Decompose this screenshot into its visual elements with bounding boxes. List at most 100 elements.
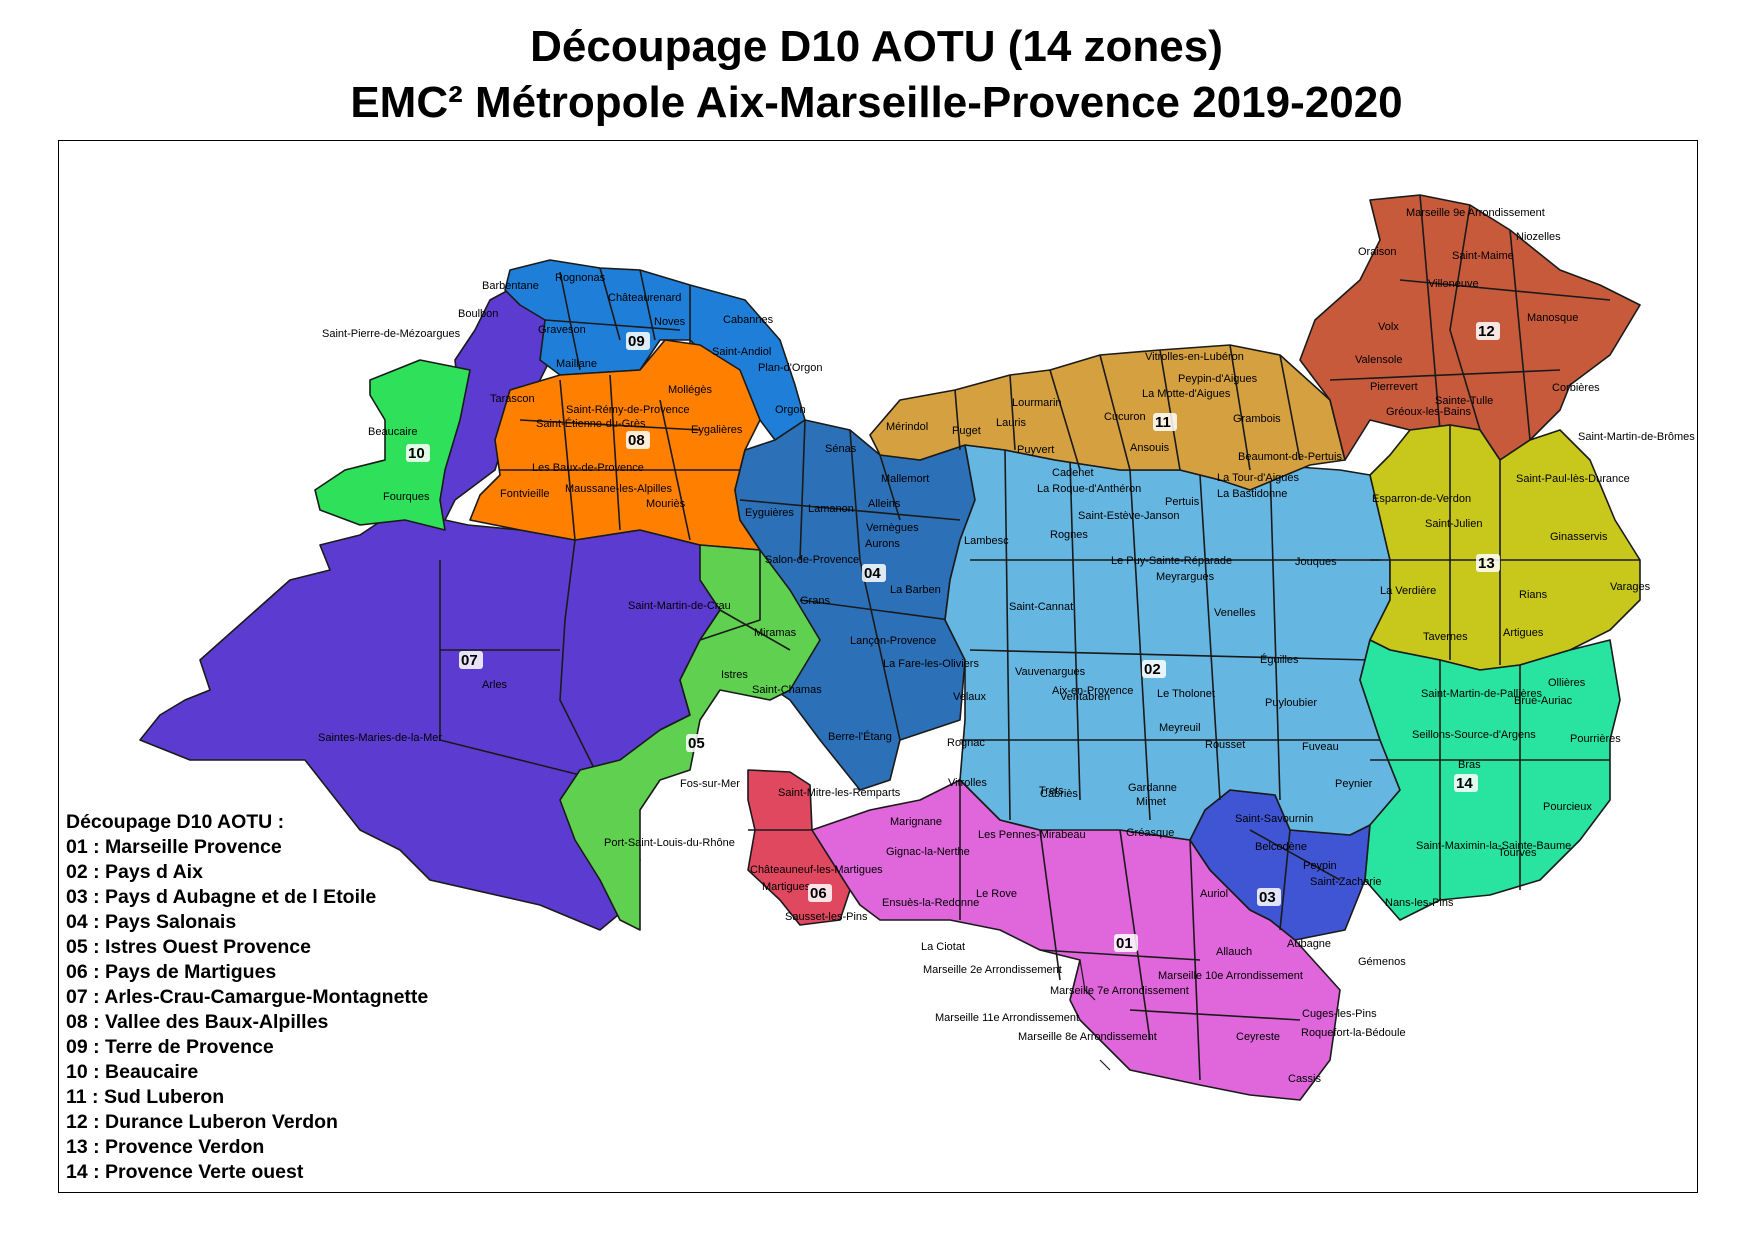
zone-badge-bg [1476,322,1500,340]
place-label: Sausset-les-Pins [785,911,868,923]
place-label: Saint-Martin-de-Brômes [1578,431,1695,443]
zone-badge-bg [1142,660,1166,678]
place-label: Fontvieille [500,488,550,500]
place-label: Vauvenargues [1015,666,1086,678]
place-label: Saint-Julien [1425,518,1482,530]
place-label: Pierrevert [1370,381,1418,393]
place-label: Peypin-d'Aigues [1178,373,1258,385]
legend-item: 04 : Pays Salonais [66,911,237,933]
place-label: Saint-Savournin [1235,813,1313,825]
zone-12[interactable] [1299,194,1641,461]
zone-10[interactable] [314,359,471,531]
place-label: Saint-Pierre-de-Mézoargues [322,328,461,340]
place-label: Marseille 11e Arrondissement [935,1012,1079,1024]
legend-item: 13 : Provence Verdon [66,1136,265,1158]
place-label: Tavernes [1423,631,1468,643]
place-label: Salon-de-Provence [765,554,859,566]
place-label: Saint-Cannat [1009,601,1073,613]
place-label: Roquefort-la-Bédoule [1301,1027,1406,1039]
place-label: Lamanon [808,503,854,515]
place-label: Martigues [762,881,811,893]
place-label: Mallemort [881,473,929,485]
place-label: Pourrières [1570,733,1621,745]
place-label: Gignac-la-Nerthe [886,846,970,858]
place-label: Saint-Rémy-de-Provence [566,404,690,416]
place-label: Allauch [1216,946,1252,958]
zone-number-10: 10 [408,445,425,462]
zone-number-05: 05 [688,735,705,752]
place-label: Châteauneuf-les-Martigues [750,864,883,876]
place-label: Saint-Étienne-du-Grès [536,417,646,430]
zone-number-labels: 01 02 03 04 05 06 07 08 09 10 11 12 13 [406,322,1500,952]
legend-item: 12 : Durance Luberon Verdon [66,1111,338,1133]
place-label: Arles [482,679,508,691]
place-label: Grans [800,595,830,607]
place-label: Rousset [1205,739,1245,751]
zone-badge-bg [862,564,886,582]
zone-badge-bg [686,734,710,752]
place-label: Puyloubier [1265,697,1317,709]
zone-11[interactable] [869,344,1346,491]
place-label: Nans-les-Pins [1385,897,1454,909]
legend-item: 11 : Sud Luberon [66,1086,225,1108]
place-label: La Roque-d'Anthéron [1037,483,1141,495]
place-label: Saint-Maime [1452,250,1514,262]
place-label: Châteaurenard [608,292,681,304]
zone-map: Barbentane Rognonas Châteaurenard Boulbo… [139,194,1695,1101]
place-label: Pourcieux [1543,801,1592,813]
place-label: Lançon-Provence [850,635,936,647]
place-label: Aix-en-Provence [1052,685,1133,697]
place-label: Graveson [538,324,586,336]
place-label: La Bastidonne [1217,488,1287,500]
zone-badge-bg [1454,774,1478,792]
place-label: Sainte-Tulle [1435,395,1493,407]
legend-item: 07 : Arles-Crau-Camargue-Montagnette [66,986,429,1008]
legend-item: 03 : Pays d Aubagne et de l Etoile [66,886,377,908]
place-label: Éguilles [1260,653,1299,666]
place-label: Miramas [754,627,797,639]
place-label: Saint-Andiol [712,346,771,358]
place-label: Boulbon [458,308,498,320]
zone-badge-bg [626,431,650,449]
place-label: Saint-Estève-Janson [1078,510,1180,522]
place-label: Rians [1519,589,1548,601]
legend-item: 09 : Terre de Provence [66,1036,274,1058]
place-label: Saint-Martin-de-Crau [628,600,731,612]
place-label: Ginasservis [1550,531,1608,543]
place-label: Alleins [868,498,901,510]
zone-14[interactable] [1359,639,1621,921]
place-label: Belcodène [1255,841,1307,853]
zone-number-14: 14 [1456,775,1473,792]
place-label: Vitrolles [948,777,987,789]
zone-badge-bg [1153,413,1177,431]
place-label: Saint-Chamas [752,684,822,696]
zone-number-11: 11 [1155,414,1171,431]
place-label: Manosque [1527,312,1578,324]
place-label: Mimet [1136,796,1166,808]
place-label: Le Puy-Sainte-Réparade [1111,555,1232,567]
place-label: Fos-sur-Mer [680,778,740,790]
place-label: Maussane-les-Alpilles [565,483,672,495]
place-label: Vernègues [866,522,919,534]
place-label: La Verdière [1380,585,1436,597]
place-label: Beaucaire [368,426,418,438]
place-label: Meyrargues [1156,571,1215,583]
legend-heading: Découpage D10 AOTU : [66,811,285,833]
place-labels: Barbentane Rognonas Châteaurenard Boulbo… [318,207,1695,1085]
legend-item: 14 : Provence Verte ouest [66,1161,304,1183]
place-label: Grambois [1233,413,1281,425]
place-label: Valensole [1355,354,1403,366]
place-label: Seillons-Source-d'Argens [1412,729,1536,741]
place-label: Peypin [1303,860,1337,872]
place-label: Cabriès [1040,788,1078,800]
place-label: Orgon [775,404,806,416]
place-label: Esparron-de-Verdon [1372,493,1471,505]
zone-badge-bg [1114,934,1138,952]
place-label: Ollières [1548,677,1586,689]
zone-number-02: 02 [1144,661,1161,678]
place-label: Mouriès [646,498,686,510]
place-label: Saint-Martin-de-Pallières [1421,688,1543,700]
place-label: Sénas [825,443,857,455]
place-label: Jouques [1295,556,1337,568]
place-label: Corbières [1552,382,1600,394]
